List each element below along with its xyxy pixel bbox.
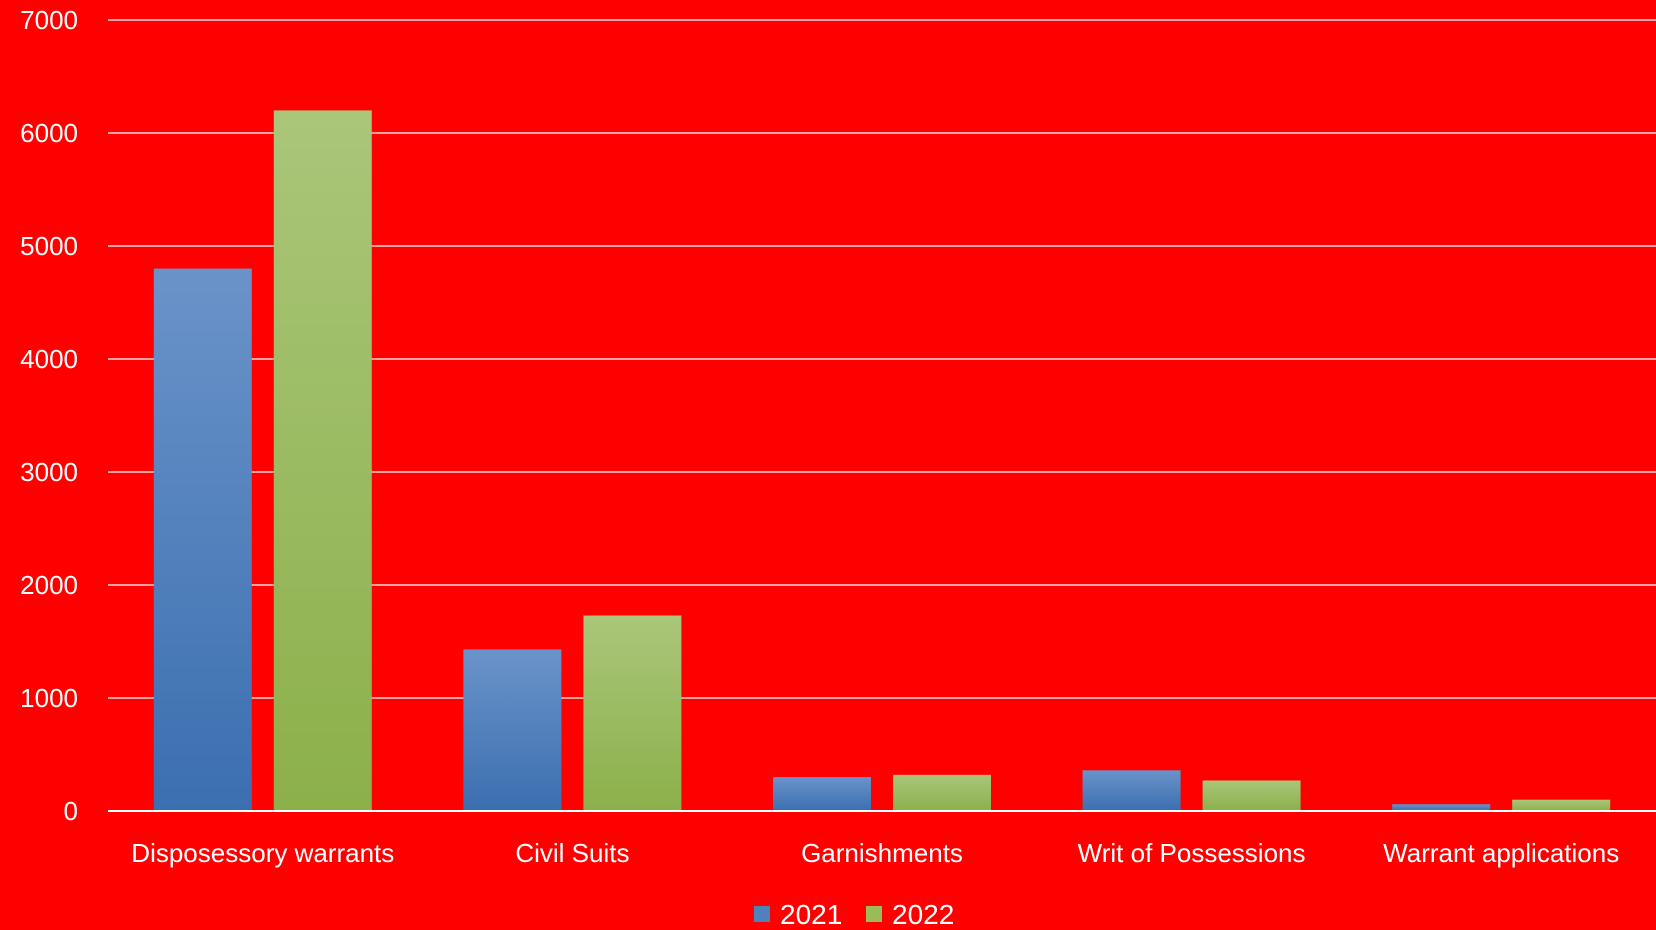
x-category-label: Garnishments xyxy=(801,838,963,868)
legend-label: 2022 xyxy=(892,899,954,930)
y-tick-label: 7000 xyxy=(20,5,78,35)
x-category-label: Civil Suits xyxy=(515,838,629,868)
x-axis-labels: Disposessory warrants Civil Suits Garnishm… xyxy=(131,838,1619,868)
bar-2022-1 xyxy=(583,615,682,811)
legend-swatch-2021 xyxy=(754,906,770,922)
y-tick-label: 6000 xyxy=(20,118,78,148)
bar-2021-1 xyxy=(463,649,562,811)
bar-2021-0 xyxy=(153,268,252,812)
y-tick-label: 3000 xyxy=(20,457,78,487)
bar-2022-2 xyxy=(893,774,991,811)
legend-swatch-2022 xyxy=(866,906,882,922)
y-axis-ticks: 0 1000 2000 3000 4000 5000 6000 7000 xyxy=(20,5,78,826)
bar-2022-3 xyxy=(1202,780,1301,811)
bar-2021-3 xyxy=(1082,770,1181,811)
legend-label: 2021 xyxy=(780,899,842,930)
y-tick-label: 1000 xyxy=(20,683,78,713)
x-category-label: Writ of Possessions xyxy=(1078,838,1306,868)
bar-2021-4 xyxy=(1392,804,1491,811)
bar-2022-4 xyxy=(1512,799,1611,811)
bar-2021-2 xyxy=(773,777,871,811)
bar-2022-0 xyxy=(273,110,372,811)
bars xyxy=(153,110,1611,812)
legend: 2021 2022 xyxy=(754,899,954,930)
x-category-label: Disposessory warrants xyxy=(131,838,394,868)
y-tick-label: 5000 xyxy=(20,231,78,261)
y-tick-label: 4000 xyxy=(20,344,78,374)
y-tick-label: 2000 xyxy=(20,570,78,600)
y-tick-label: 0 xyxy=(64,796,78,826)
x-category-label: Warrant applications xyxy=(1383,838,1619,868)
